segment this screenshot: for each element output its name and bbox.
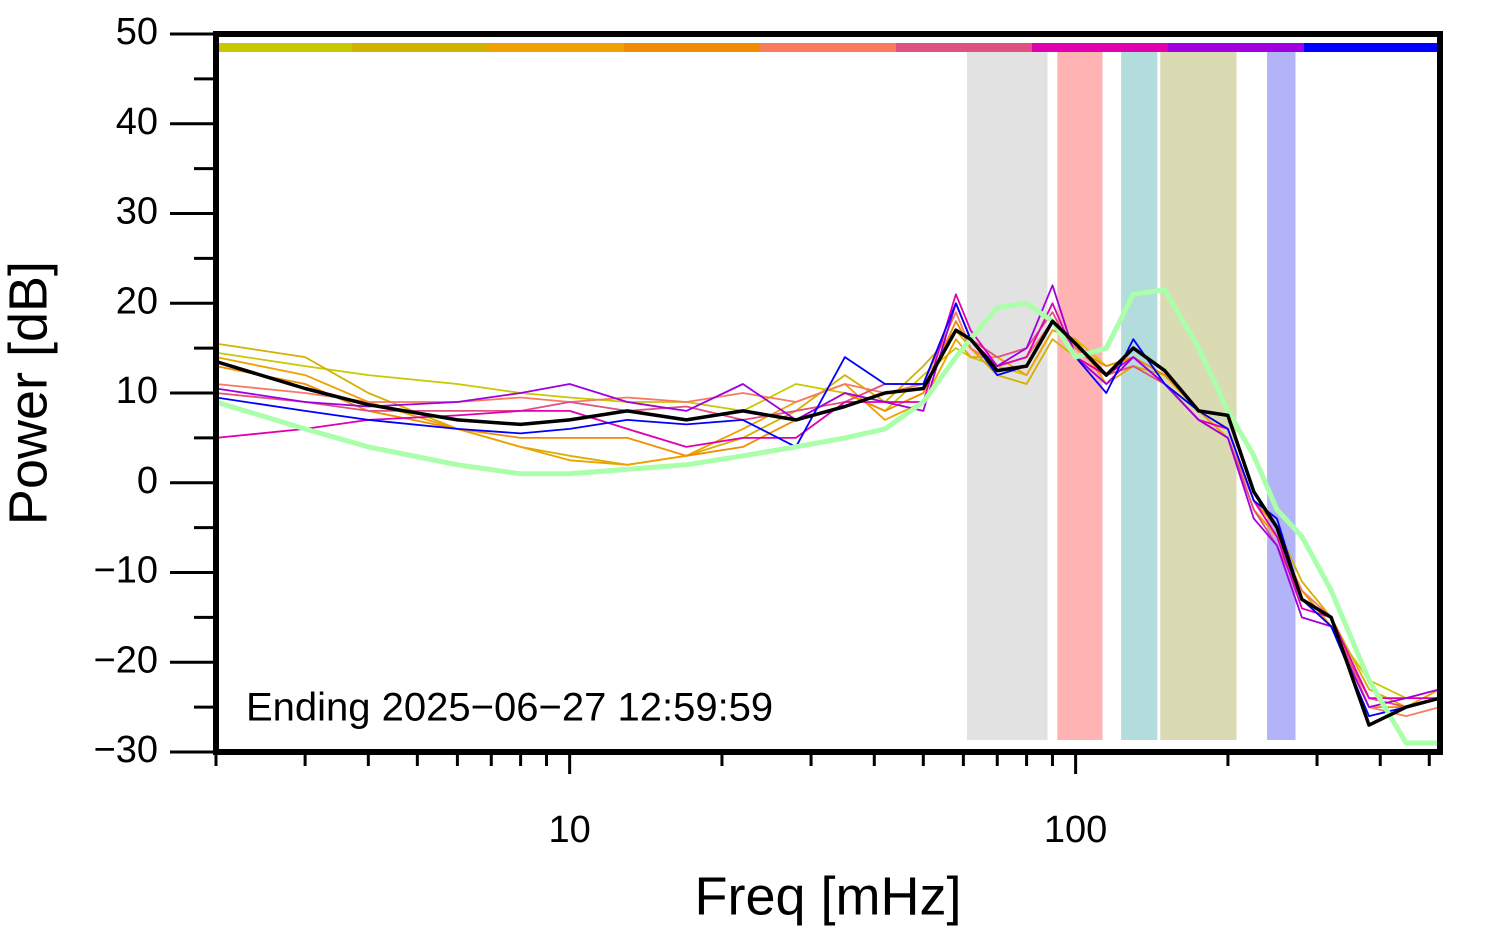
x-tick-label: 100 [1044,809,1107,851]
legend-strip [1304,43,1441,52]
band [1160,52,1237,740]
y-tick-label: 10 [116,370,158,412]
y-tick-label: 40 [116,101,158,143]
legend-strip [760,43,897,52]
y-tick-label: −20 [94,639,158,681]
legend-strip [1168,43,1305,52]
series-line [216,302,1440,717]
band [1121,52,1158,740]
legend-strip [896,43,1033,52]
band [1057,52,1103,740]
plot-frame [213,31,1443,755]
y-axis-label: Power [dB] [0,261,58,525]
series-line [216,319,1440,727]
legend-strip [624,43,761,52]
band [1267,52,1296,740]
y-tick-label: 0 [137,460,158,502]
band [967,52,1048,740]
annotation: Ending 2025−06−27 12:59:59 [246,686,773,730]
legend-strip [1032,43,1169,52]
y-tick-label: 50 [116,11,158,53]
series-line [216,287,1440,746]
legend-strip [216,43,353,52]
y-tick-label: 20 [116,280,158,322]
y-tick-label: −30 [94,729,158,771]
series-line [216,284,1440,708]
y-tick-label: −10 [94,550,158,592]
legend-strip [352,43,489,52]
x-tick-label: 10 [549,809,591,851]
legend-strip [488,43,625,52]
y-tick-label: 30 [116,191,158,233]
x-axis-label: Freq [mHz] [694,866,961,926]
